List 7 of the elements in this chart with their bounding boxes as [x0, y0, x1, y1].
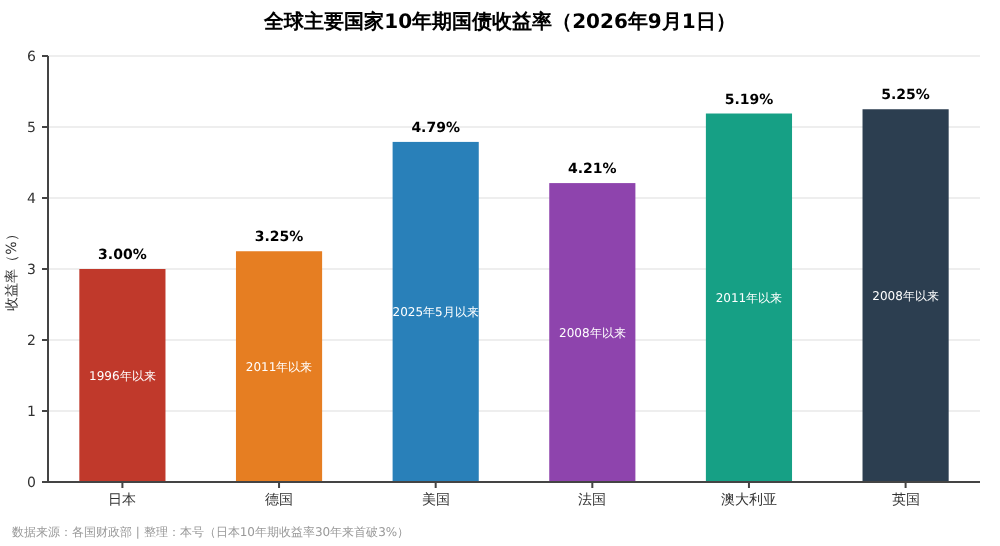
bar	[392, 141, 479, 482]
bar	[235, 251, 323, 482]
bar	[862, 109, 949, 482]
bar	[549, 183, 636, 482]
bar	[79, 269, 166, 482]
bar	[705, 113, 793, 482]
chart-title: 全球主要国家10年期国债收益率（2026年9月1日）	[262, 10, 736, 34]
